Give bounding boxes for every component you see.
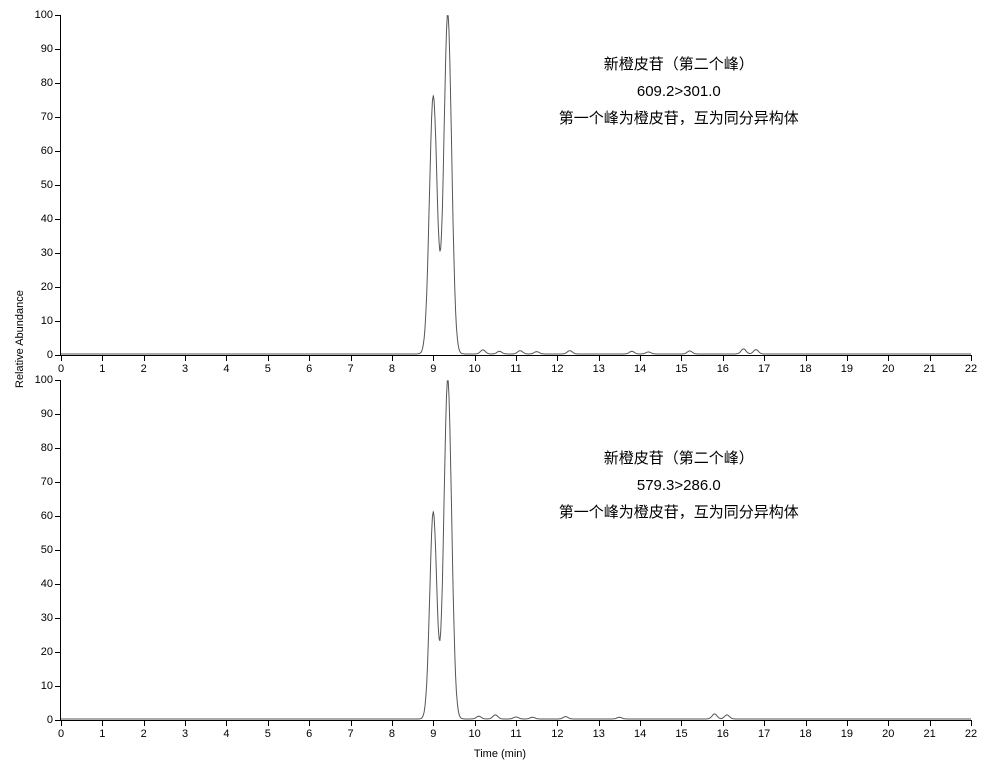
- annotation-line: 609.2>301.0: [559, 78, 799, 105]
- y-tick-label: 30: [31, 247, 53, 259]
- x-tick-label: 9: [430, 363, 436, 375]
- x-tick-label: 17: [758, 728, 770, 740]
- y-tick-label: 20: [31, 646, 53, 658]
- y-tick-label: 80: [31, 442, 53, 454]
- y-tick-label: 0: [31, 714, 53, 726]
- y-tick-label: 60: [31, 145, 53, 157]
- x-tick-label: 22: [965, 728, 977, 740]
- x-tick-label: 12: [551, 363, 563, 375]
- y-tick-label: 0: [31, 349, 53, 361]
- x-tick-label: 3: [182, 363, 188, 375]
- x-tick-label: 16: [717, 363, 729, 375]
- trace-svg-bottom: [61, 380, 971, 720]
- y-tick-label: 100: [31, 374, 53, 386]
- panel-bottom: 0102030405060708090100012345678910111213…: [60, 380, 970, 740]
- x-tick-label: 12: [551, 728, 563, 740]
- trace-svg-top: [61, 15, 971, 355]
- x-tick-label: 0: [58, 363, 64, 375]
- annotation-line: 第一个峰为橙皮苷，互为同分异构体: [559, 499, 799, 526]
- y-tick-label: 100: [31, 9, 53, 21]
- x-tick-label: 19: [841, 728, 853, 740]
- y-tick-label: 10: [31, 680, 53, 692]
- x-tick-label: 15: [675, 363, 687, 375]
- x-tick-label: 14: [634, 728, 646, 740]
- x-tick-label: 21: [924, 728, 936, 740]
- x-tick-label: 7: [347, 363, 353, 375]
- y-tick-label: 30: [31, 612, 53, 624]
- annotation-bottom: 新橙皮苷（第二个峰）579.3>286.0第一个峰为橙皮苷，互为同分异构体: [559, 445, 799, 526]
- y-tick-label: 50: [31, 544, 53, 556]
- x-tick-label: 5: [265, 728, 271, 740]
- x-tick-label: 1: [99, 363, 105, 375]
- y-tick-label: 70: [31, 476, 53, 488]
- x-tick-label: 4: [223, 363, 229, 375]
- x-tick-label: 17: [758, 363, 770, 375]
- y-axis-label: Relative Abundance: [14, 290, 26, 388]
- x-tick-label: 16: [717, 728, 729, 740]
- annotation-line: 579.3>286.0: [559, 472, 799, 499]
- y-tick-label: 10: [31, 315, 53, 327]
- plot-area-bottom: 0102030405060708090100012345678910111213…: [60, 380, 971, 721]
- x-tick-label: 0: [58, 728, 64, 740]
- x-tick-label: 18: [799, 363, 811, 375]
- x-tick-label: 4: [223, 728, 229, 740]
- x-tick-label: 13: [593, 363, 605, 375]
- x-tick-label: 8: [389, 363, 395, 375]
- y-tick-label: 80: [31, 77, 53, 89]
- annotation-top: 新橙皮苷（第二个峰）609.2>301.0第一个峰为橙皮苷，互为同分异构体: [559, 51, 799, 132]
- x-tick-label: 20: [882, 728, 894, 740]
- x-tick-label: 5: [265, 363, 271, 375]
- chromatogram-chart: Relative Abundance 010203040506070809010…: [10, 10, 990, 765]
- x-tick-label: 6: [306, 728, 312, 740]
- x-axis-label: Time (min): [474, 748, 526, 760]
- y-tick-label: 40: [31, 578, 53, 590]
- x-tick-label: 1: [99, 728, 105, 740]
- y-tick-label: 90: [31, 408, 53, 420]
- panel-top: 0102030405060708090100012345678910111213…: [60, 15, 970, 375]
- annotation-line: 第一个峰为橙皮苷，互为同分异构体: [559, 105, 799, 132]
- y-tick-label: 40: [31, 213, 53, 225]
- x-tick-label: 9: [430, 728, 436, 740]
- x-tick-label: 10: [469, 363, 481, 375]
- y-tick-label: 20: [31, 281, 53, 293]
- x-tick-label: 22: [965, 363, 977, 375]
- x-tick-label: 3: [182, 728, 188, 740]
- x-tick-label: 15: [675, 728, 687, 740]
- x-tick-label: 21: [924, 363, 936, 375]
- annotation-line: 新橙皮苷（第二个峰）: [559, 51, 799, 78]
- y-tick-label: 90: [31, 43, 53, 55]
- y-tick-label: 60: [31, 510, 53, 522]
- y-tick-label: 70: [31, 111, 53, 123]
- plot-area-top: 0102030405060708090100012345678910111213…: [60, 15, 971, 356]
- x-tick-label: 6: [306, 363, 312, 375]
- x-tick-label: 19: [841, 363, 853, 375]
- x-tick-label: 20: [882, 363, 894, 375]
- x-tick-label: 14: [634, 363, 646, 375]
- x-tick-label: 11: [510, 363, 521, 375]
- y-tick-label: 50: [31, 179, 53, 191]
- annotation-line: 新橙皮苷（第二个峰）: [559, 445, 799, 472]
- x-tick-label: 8: [389, 728, 395, 740]
- x-tick-label: 7: [347, 728, 353, 740]
- x-tick-label: 2: [141, 728, 147, 740]
- x-tick-label: 11: [510, 728, 521, 740]
- x-tick-label: 13: [593, 728, 605, 740]
- x-tick-label: 2: [141, 363, 147, 375]
- x-tick-label: 18: [799, 728, 811, 740]
- x-tick-label: 10: [469, 728, 481, 740]
